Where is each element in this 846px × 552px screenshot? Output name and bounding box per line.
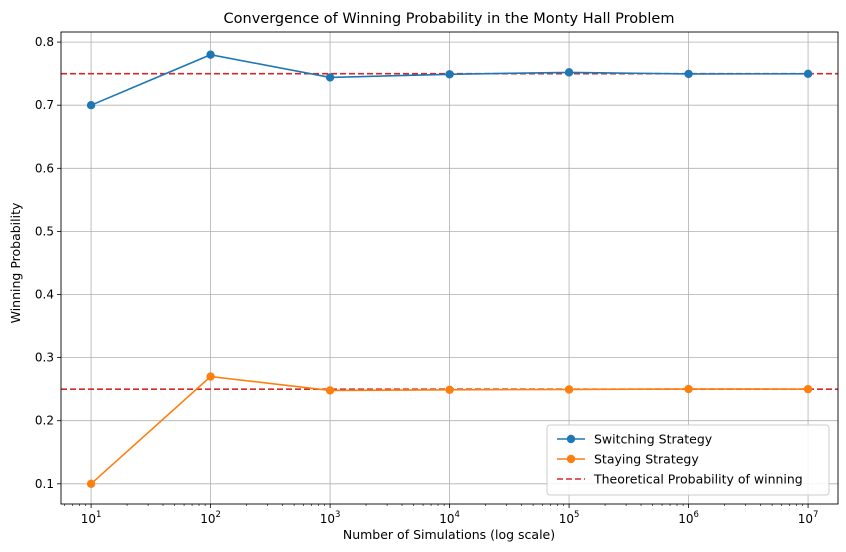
x-tick-label: 107 [798, 510, 819, 526]
legend-label: Staying Strategy [594, 452, 699, 467]
x-tick-exponent: 1 [96, 510, 101, 520]
legend-box [546, 424, 830, 496]
data-point [684, 384, 693, 394]
y-tick-label: 0.5 [35, 224, 54, 238]
y-tick-label: 0.4 [35, 288, 54, 302]
data-point [325, 386, 335, 395]
data-point [86, 479, 96, 489]
x-tick-exponent: 7 [813, 510, 818, 520]
x-tick-exponent: 2 [216, 510, 221, 520]
x-tick-exponent: 4 [455, 510, 460, 520]
data-point [206, 50, 215, 59]
x-tick-base: 10 [559, 512, 574, 526]
x-tick-label: 101 [81, 510, 102, 526]
x-tick-exponent: 5 [574, 510, 579, 520]
x-tick-base: 10 [200, 512, 215, 526]
legend: Switching Strategy Staying Strategy Theore… [546, 424, 830, 496]
data-point [445, 70, 454, 79]
data-point [564, 385, 574, 394]
legend-label: Theoretical Probability of winning [593, 472, 803, 487]
y-tick-label: 0.7 [35, 98, 54, 112]
data-point [803, 384, 813, 394]
y-tick-label: 0.2 [35, 414, 54, 428]
x-tick-label: 103 [320, 510, 341, 526]
x-tick-label: 105 [559, 510, 580, 526]
data-point [445, 385, 454, 394]
plot-area: 101 102 103 104 105 106 1070.10.20.30.40.50.60… [35, 31, 839, 526]
x-tick-exponent: 3 [335, 510, 340, 520]
x-tick-base: 10 [81, 512, 96, 526]
data-point [86, 100, 96, 110]
y-tick-label: 0.3 [35, 351, 54, 365]
x-tick-exponent: 6 [694, 510, 699, 520]
chart-title: Convergence of Winning Probability in th… [224, 11, 675, 27]
data-point [325, 73, 335, 82]
y-tick-label: 0.6 [35, 161, 54, 175]
data-point [206, 372, 215, 381]
legend-label: Switching Strategy [594, 432, 713, 447]
y-axis-label: Winning Probability [8, 202, 23, 323]
y-tick-label: 0.1 [35, 477, 54, 491]
data-point [803, 69, 813, 79]
axes-frame [60, 31, 839, 505]
legend-marker-swatch [566, 454, 576, 464]
legend-marker-swatch [566, 434, 576, 444]
y-tick-label: 0.8 [35, 35, 54, 49]
x-tick-label: 102 [200, 510, 221, 526]
x-tick-base: 10 [320, 512, 335, 526]
x-tick-base: 10 [439, 512, 454, 526]
data-point [564, 68, 574, 77]
data-point [684, 69, 693, 79]
x-tick-label: 104 [439, 510, 460, 526]
x-tick-base: 10 [798, 512, 813, 526]
x-axis-label: Number of Simulations (log scale) [343, 527, 555, 542]
x-tick-label: 106 [678, 510, 699, 526]
x-tick-base: 10 [678, 512, 693, 526]
